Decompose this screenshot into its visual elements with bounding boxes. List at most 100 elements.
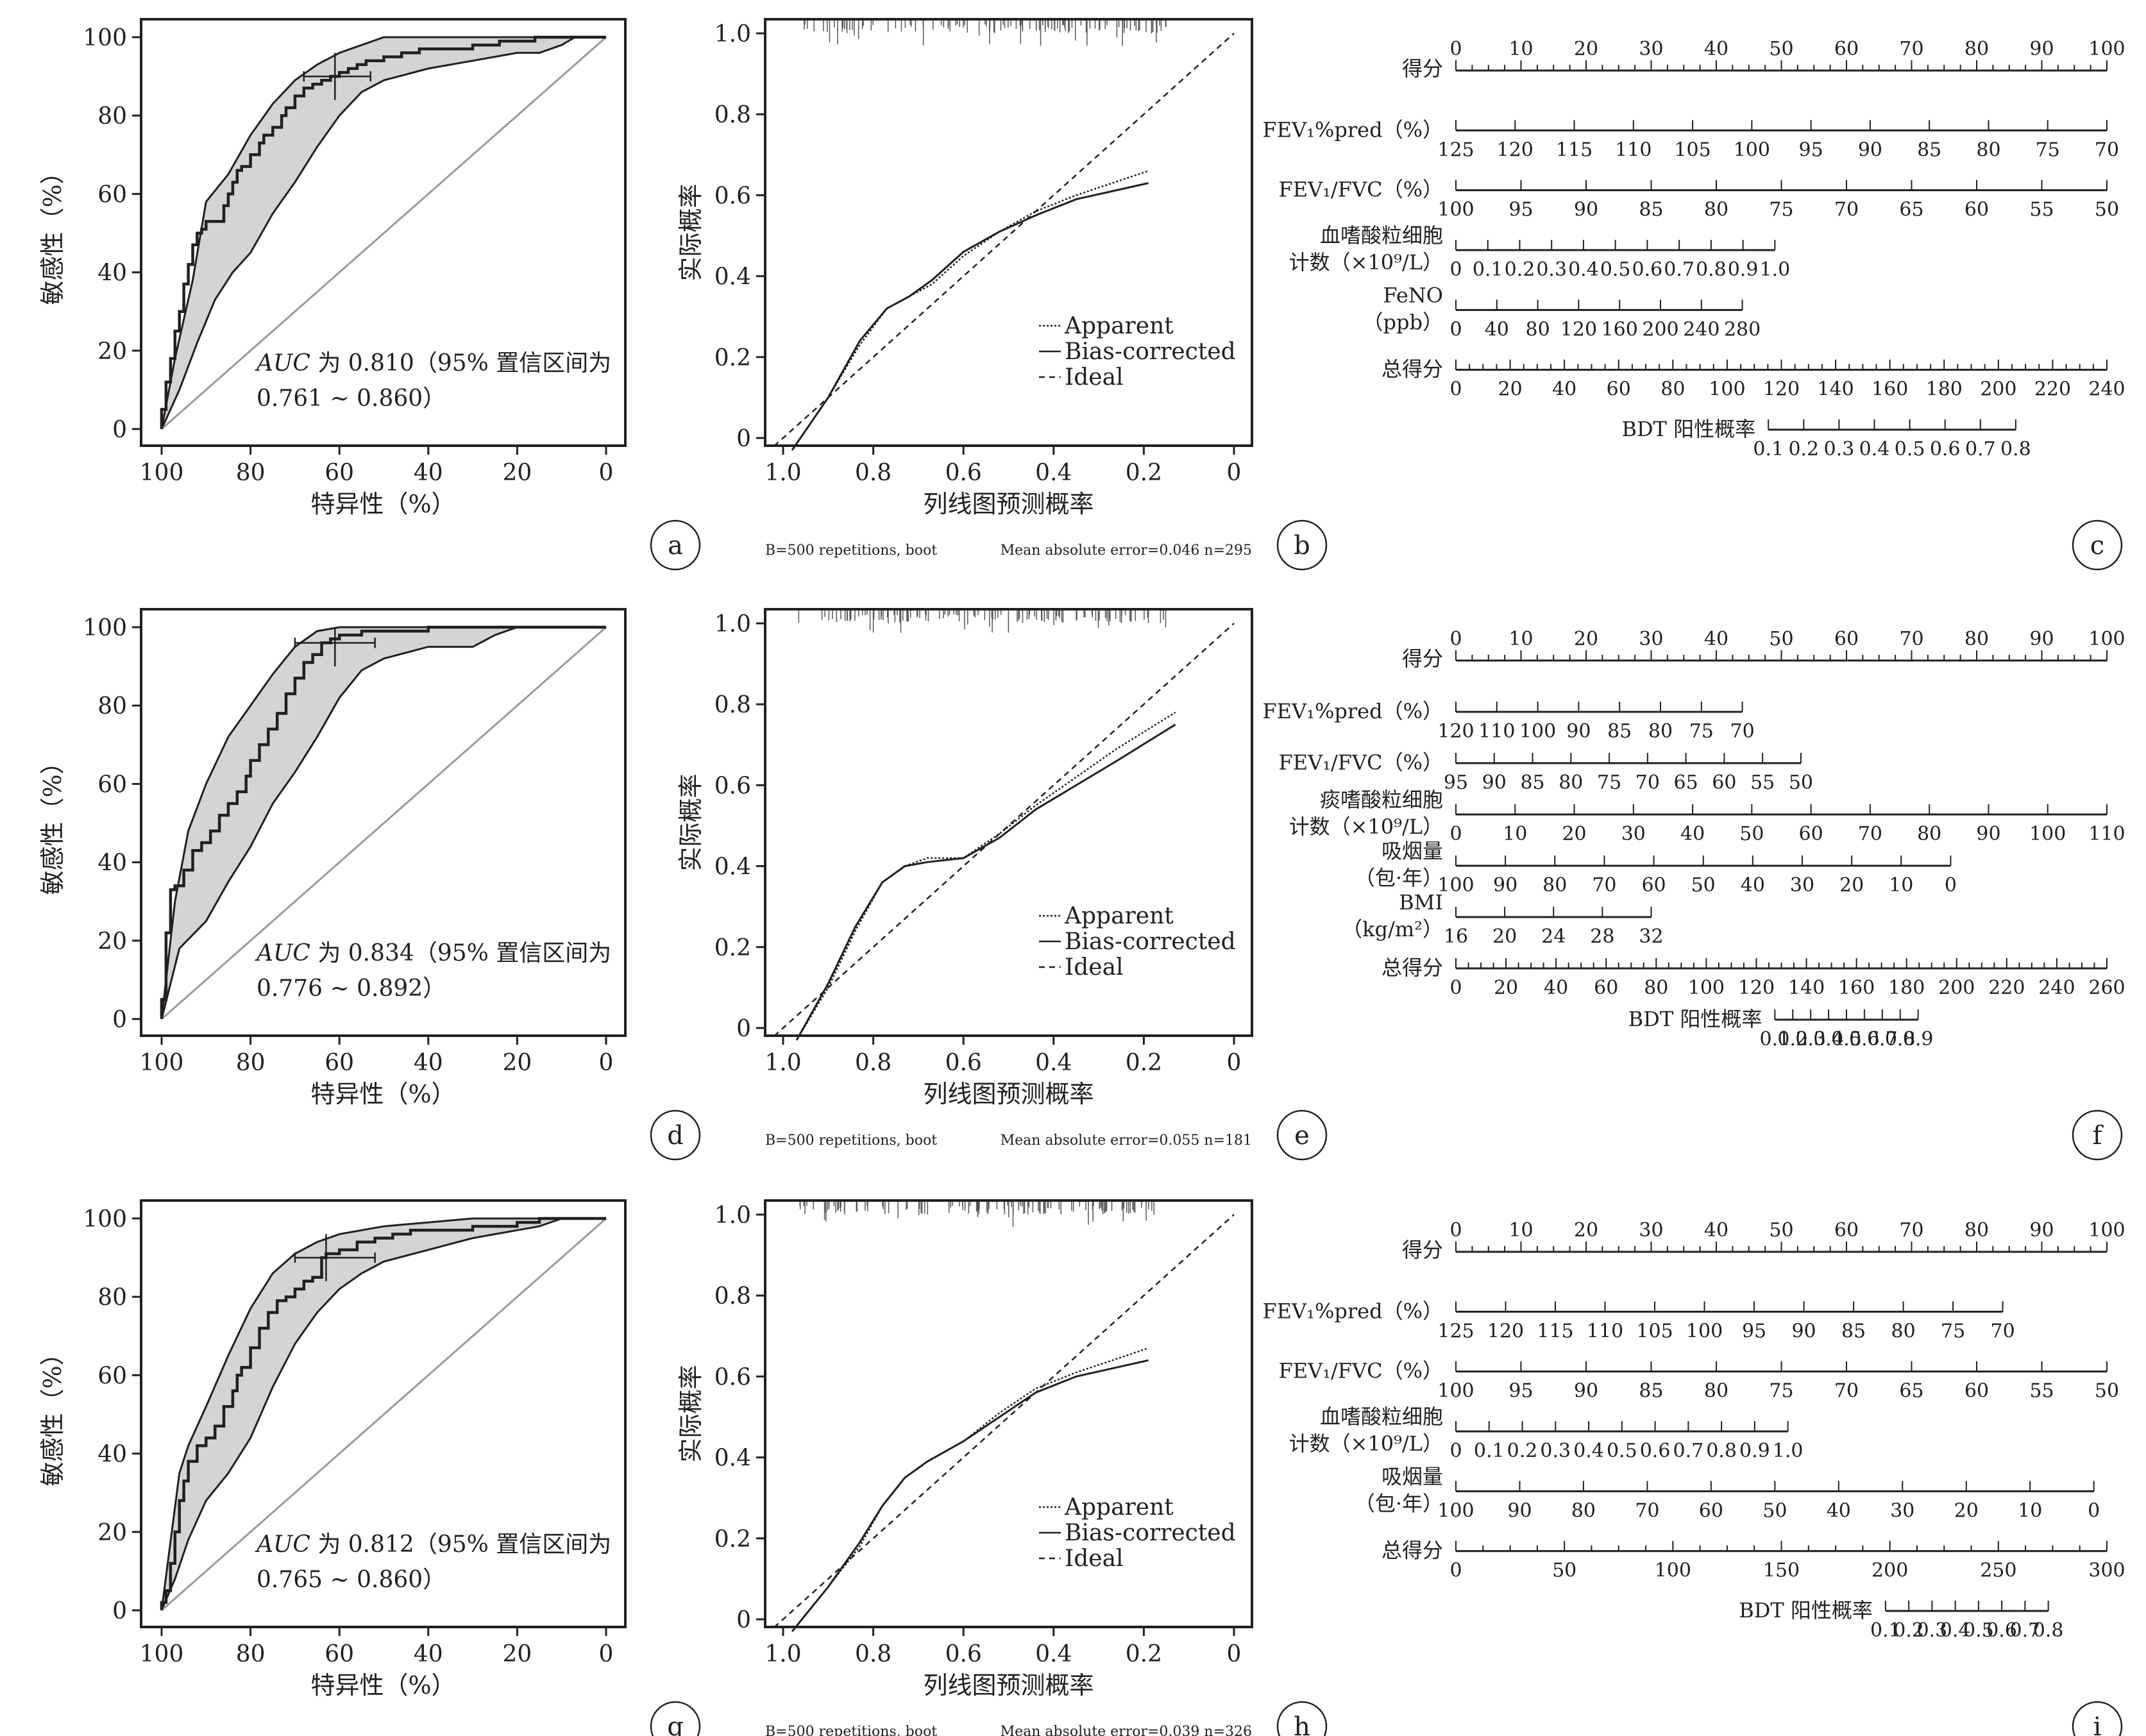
panel-label: a (668, 531, 683, 560)
nomogram-tick-label: 100 (1437, 1499, 1474, 1522)
nomogram-tick-label: 0 (1449, 318, 1462, 341)
nomogram-tick-label: 50 (2095, 1380, 2119, 1403)
nomogram-row-label: BDT 阳性概率 (1621, 417, 1755, 441)
nomogram-tick-label: 90 (1791, 1320, 1816, 1342)
nomogram-row-label: 总得分 (1381, 1538, 1443, 1563)
panel-label-circle (650, 1109, 701, 1161)
nomogram-tick-label: 0.1 (1870, 1619, 1901, 1642)
nomogram-row-label: 吸烟量 (1381, 1464, 1443, 1488)
nomogram-tick-label: 200 (1642, 318, 1678, 341)
y-tick-label: 80 (97, 103, 127, 130)
auc-label: AUC (255, 940, 310, 966)
y-tick-label: 20 (97, 929, 127, 955)
nomogram-tick-label: 70 (2095, 139, 2119, 161)
nomogram-tick-label: 0.9 (1739, 1440, 1770, 1462)
auc-value: 为 0.812（95% 置信区间为 (310, 1531, 611, 1558)
nomogram-tick-label: 100 (1686, 1320, 1723, 1342)
auc-label: AUC (255, 350, 310, 376)
auc-ci-text: 0.765 ~ 0.860） (257, 1567, 446, 1593)
nomogram-tick-label: 70 (1635, 1499, 1659, 1522)
nomogram-tick-label: 120 (1437, 720, 1474, 743)
nomogram-tick-label: 30 (1890, 1499, 1914, 1522)
nomogram-tick-label: 0.6 (1849, 1028, 1880, 1050)
nomogram-tick-label: 0.7 (1673, 1440, 1703, 1462)
nomogram-tick-label: 95 (1508, 199, 1533, 221)
nomogram-tick-label: 120 (1763, 378, 1800, 401)
nomogram-tick-label: 50 (1769, 1219, 1793, 1242)
y-axis-label: 敏感性（%） (38, 750, 67, 895)
nomogram-tick-label: 0.4 (1813, 1028, 1844, 1050)
nomogram-tick-label: 60 (1834, 628, 1859, 650)
nomogram-tick-label: 50 (1762, 1499, 1787, 1522)
panel-label-circle (1276, 1701, 1328, 1736)
nomogram-tick-label: 80 (1704, 199, 1728, 221)
nomogram-tick-label: 95 (1508, 1380, 1533, 1403)
nomogram-tick-label: 100 (2029, 823, 2066, 845)
y-tick-label: 100 (83, 25, 127, 51)
ci-lower-line (160, 36, 606, 430)
nomogram-tick-label: 105 (1636, 1320, 1673, 1342)
apparent-line (791, 170, 1149, 451)
confidence-band (162, 627, 606, 1019)
nomogram-tick-label: 65 (1674, 771, 1698, 794)
nomogram-row-label: FEV₁/FVC（%） (1279, 750, 1444, 775)
nomogram-tick-label: 60 (1641, 874, 1666, 897)
nomogram-tick-label: 10 (1508, 1219, 1533, 1242)
y-tick-label: 100 (83, 615, 127, 641)
nomogram-tick-label: 0.8 (1696, 258, 1727, 281)
nomogram-tick-label: 80 (1660, 378, 1685, 401)
calibration-panel-e: 1.0 0.8 0.6 0.4 0.2 0 0 0.2 0.4 0.6 0.8 1.0 列线图预测概率 实… (677, 608, 1253, 1149)
nomogram-tick-label: 90 (1574, 199, 1598, 221)
nomogram-tick-label: 0.2 (1777, 1028, 1808, 1050)
nomogram-tick-label: 220 (2034, 378, 2071, 401)
nomogram-row-label: （kg/m²） (1342, 917, 1443, 941)
nomogram-row-label: BDT 阳性概率 (1739, 1598, 1873, 1622)
panel-label: g (667, 1712, 684, 1736)
nomogram-tick-label: 30 (1639, 1219, 1663, 1242)
y-axis-label: 实际概率 (677, 1365, 705, 1462)
nomogram-tick-label: 100 (1688, 977, 1725, 999)
nomogram-tick-label: 70 (1991, 1320, 2015, 1342)
nomogram-tick-label: 90 (2029, 38, 2054, 60)
nomogram-tick-label: 20 (1562, 823, 1586, 845)
roc-panel-g: 100 80 60 40 20 0 0 20 40 60 80 100 特异性（%） 敏感性（%） AUC … (38, 1199, 627, 1699)
nomogram-tick-label: 70 (1899, 38, 1923, 60)
nomogram-tick-label: 85 (1520, 771, 1544, 794)
nomogram-tick-label: 65 (1899, 1380, 1923, 1403)
y-tick-label: 0.2 (714, 1526, 751, 1553)
nomogram-tick-label: 70 (1899, 1219, 1923, 1242)
bias-corrected-line (795, 723, 1176, 1041)
plot-frame (764, 1199, 1253, 1628)
nomogram-row-label: FeNO (1383, 283, 1443, 307)
x-tick-label: 80 (236, 1641, 266, 1667)
footnote-left: B=500 repetitions, boot (765, 1133, 937, 1149)
nomogram-tick-label: 95 (1742, 1320, 1766, 1342)
legend-label: Ideal (1065, 954, 1124, 981)
nomogram-tick-label: 0 (1449, 38, 1462, 60)
nomogram-tick-label: 180 (1888, 977, 1925, 999)
nomogram-tick-label: 10 (1503, 823, 1527, 845)
nomogram-tick-label: 0.1 (1474, 1440, 1505, 1462)
nomogram-tick-label: 0.2 (1505, 258, 1535, 281)
plot-frame (764, 608, 1253, 1037)
nomogram-tick-label: 40 (1485, 318, 1509, 341)
nomogram-tick-label: 20 (1954, 1499, 1979, 1522)
y-tick-label: 0.6 (714, 1364, 751, 1390)
nomogram-tick-label: 0 (2088, 1499, 2100, 1522)
nomogram-tick-label: 85 (1639, 199, 1663, 221)
y-axis-label: 实际概率 (677, 183, 705, 281)
nomogram-tick-label: 90 (2029, 628, 2054, 650)
x-axis-label: 特异性（%） (310, 490, 455, 518)
nomogram-tick-label: 80 (1964, 1219, 1989, 1242)
nomogram-row-label: （包·年） (1355, 1491, 1443, 1515)
nomogram-tick-label: 0.1 (1753, 438, 1784, 460)
x-tick-label: 0 (599, 460, 614, 486)
nomogram-row-label: 计数（×10⁹/L） (1289, 814, 1443, 839)
nomogram-tick-label: 110 (1587, 1320, 1623, 1342)
y-tick-label: 0.8 (714, 692, 751, 718)
x-axis-label: 列线图预测概率 (923, 490, 1094, 518)
footnote-left: B=500 repetitions, boot (765, 1724, 937, 1736)
footnote-right: Mean absolute error=0.039 n=326 (1001, 1724, 1252, 1736)
legend-label: Bias-corrected (1065, 1520, 1236, 1546)
